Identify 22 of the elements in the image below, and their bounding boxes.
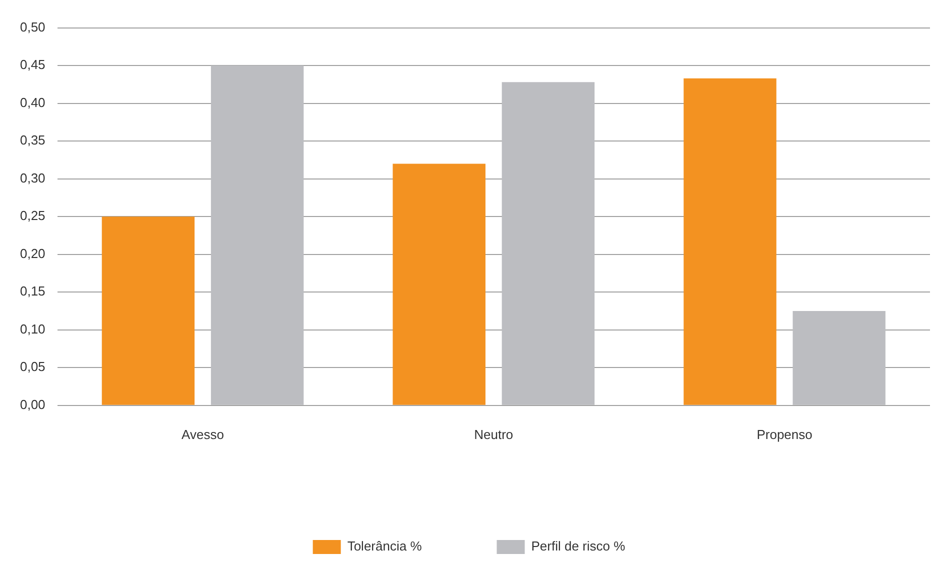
y-tick-label: 0,10 <box>20 321 46 336</box>
y-tick-label: 0,40 <box>20 94 46 110</box>
y-tick-label: 0,35 <box>20 132 46 148</box>
x-tick-label: Neutro <box>474 426 514 442</box>
y-tick-label: 0,45 <box>20 57 46 72</box>
legend-label: Tolerância % <box>347 538 422 554</box>
y-tick-label: 0,05 <box>20 359 46 374</box>
y-tick-label: 0,50 <box>20 19 46 34</box>
y-tick-label: 0,15 <box>20 284 46 299</box>
y-tick-label: 0,20 <box>20 246 46 261</box>
legend-label: Perfil de risco % <box>531 538 626 554</box>
bar <box>102 216 195 405</box>
bar <box>684 78 776 405</box>
bar <box>502 82 595 405</box>
bar <box>792 311 886 405</box>
bar <box>392 164 486 405</box>
bar <box>210 66 304 405</box>
y-tick-label: 0,25 <box>20 208 46 224</box>
x-tick-label: Avesso <box>182 426 224 442</box>
y-tick-label: 0,30 <box>20 170 46 186</box>
x-tick-label: Propenso <box>756 426 812 442</box>
y-tick-label: 0,00 <box>20 396 46 412</box>
